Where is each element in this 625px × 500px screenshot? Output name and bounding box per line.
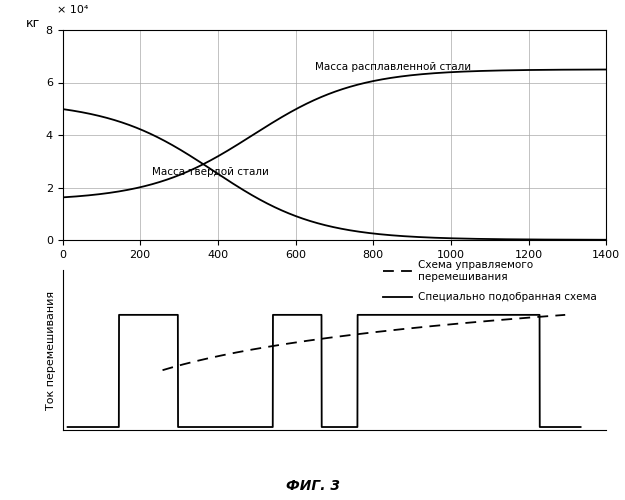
Legend: Схема управляемого
перемешивания, Специально подобранная схема: Схема управляемого перемешивания, Специа… (379, 256, 601, 306)
Text: ФИГ. 3: ФИГ. 3 (286, 479, 339, 493)
Text: × 10⁴: × 10⁴ (57, 6, 89, 16)
Y-axis label: кг: кг (26, 17, 40, 30)
Y-axis label: Ток перемешивания: Ток перемешивания (46, 290, 56, 410)
Text: Масса расплавленной стали: Масса расплавленной стали (315, 62, 471, 72)
Text: Масса твердой стали: Масса твердой стали (152, 167, 269, 177)
